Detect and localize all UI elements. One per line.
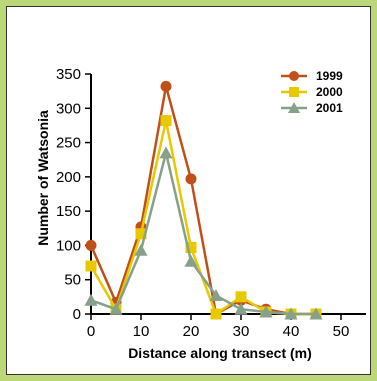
y-tick-label-50: 50	[64, 272, 81, 289]
data-point-2000-3	[160, 115, 172, 127]
data-point-2000-0	[85, 260, 97, 272]
axes: 0 50 100 150 200 250 300 350 0 10 20 30 40 50	[56, 66, 366, 340]
y-tick-label-250: 250	[56, 135, 81, 152]
data-point-2000-6	[235, 291, 247, 303]
data-point-2001-4	[184, 254, 198, 267]
legend-item-2000: 2000	[281, 85, 343, 99]
y-tick-label-150: 150	[56, 203, 81, 220]
y-tick-label-350: 350	[56, 66, 81, 83]
legend: 1999 2000 2001	[281, 69, 343, 115]
legend-label-2000: 2000	[316, 85, 343, 99]
x-tick-label-50: 50	[333, 323, 350, 340]
legend-label-1999: 1999	[316, 69, 343, 83]
data-point-2001-6	[234, 302, 248, 315]
series-line-2000	[89, 119, 316, 316]
data-point-1999-0	[85, 239, 97, 251]
data-point-1999-4	[185, 173, 197, 185]
data-point-2000-2	[135, 228, 147, 240]
y-tick-label-0: 0	[73, 306, 81, 323]
legend-marker-2001	[288, 102, 300, 113]
data-point-2000-4	[185, 241, 197, 253]
data-point-2001-9	[309, 307, 323, 320]
legend-marker-2000	[289, 87, 299, 97]
data-point-2001-7	[259, 305, 273, 318]
data-point-2001-2	[134, 243, 148, 256]
data-point-2001-5	[209, 288, 223, 301]
y-tick-label-200: 200	[56, 169, 81, 186]
data-point-2001-1	[109, 302, 123, 315]
series-2001	[84, 146, 323, 320]
data-point-2001-8	[284, 307, 298, 320]
series-line-2001	[90, 151, 316, 316]
data-point-2001-0	[84, 293, 98, 306]
x-tick-label-0: 0	[87, 323, 95, 340]
x-axis-title: Distance along transect (m)	[128, 345, 312, 361]
x-tick-label-20: 20	[183, 323, 200, 340]
legend-marker-1999	[289, 71, 299, 81]
x-tick-label-10: 10	[133, 323, 150, 340]
x-tick-label-40: 40	[283, 323, 300, 340]
data-point-1999-3	[160, 80, 172, 92]
series-line-1999	[89, 85, 316, 316]
data-point-2000-5	[210, 308, 222, 320]
y-tick-label-300: 300	[56, 100, 81, 117]
legend-item-1999: 1999	[281, 69, 343, 83]
legend-label-2001: 2001	[316, 101, 343, 115]
data-point-2001-3	[159, 146, 173, 159]
legend-item-2001: 2001	[281, 101, 343, 115]
x-tick-label-30: 30	[233, 323, 250, 340]
y-tick-label-100: 100	[56, 237, 81, 254]
y-axis-title: Number of Watsonia	[35, 110, 51, 246]
series-layer	[84, 80, 323, 320]
